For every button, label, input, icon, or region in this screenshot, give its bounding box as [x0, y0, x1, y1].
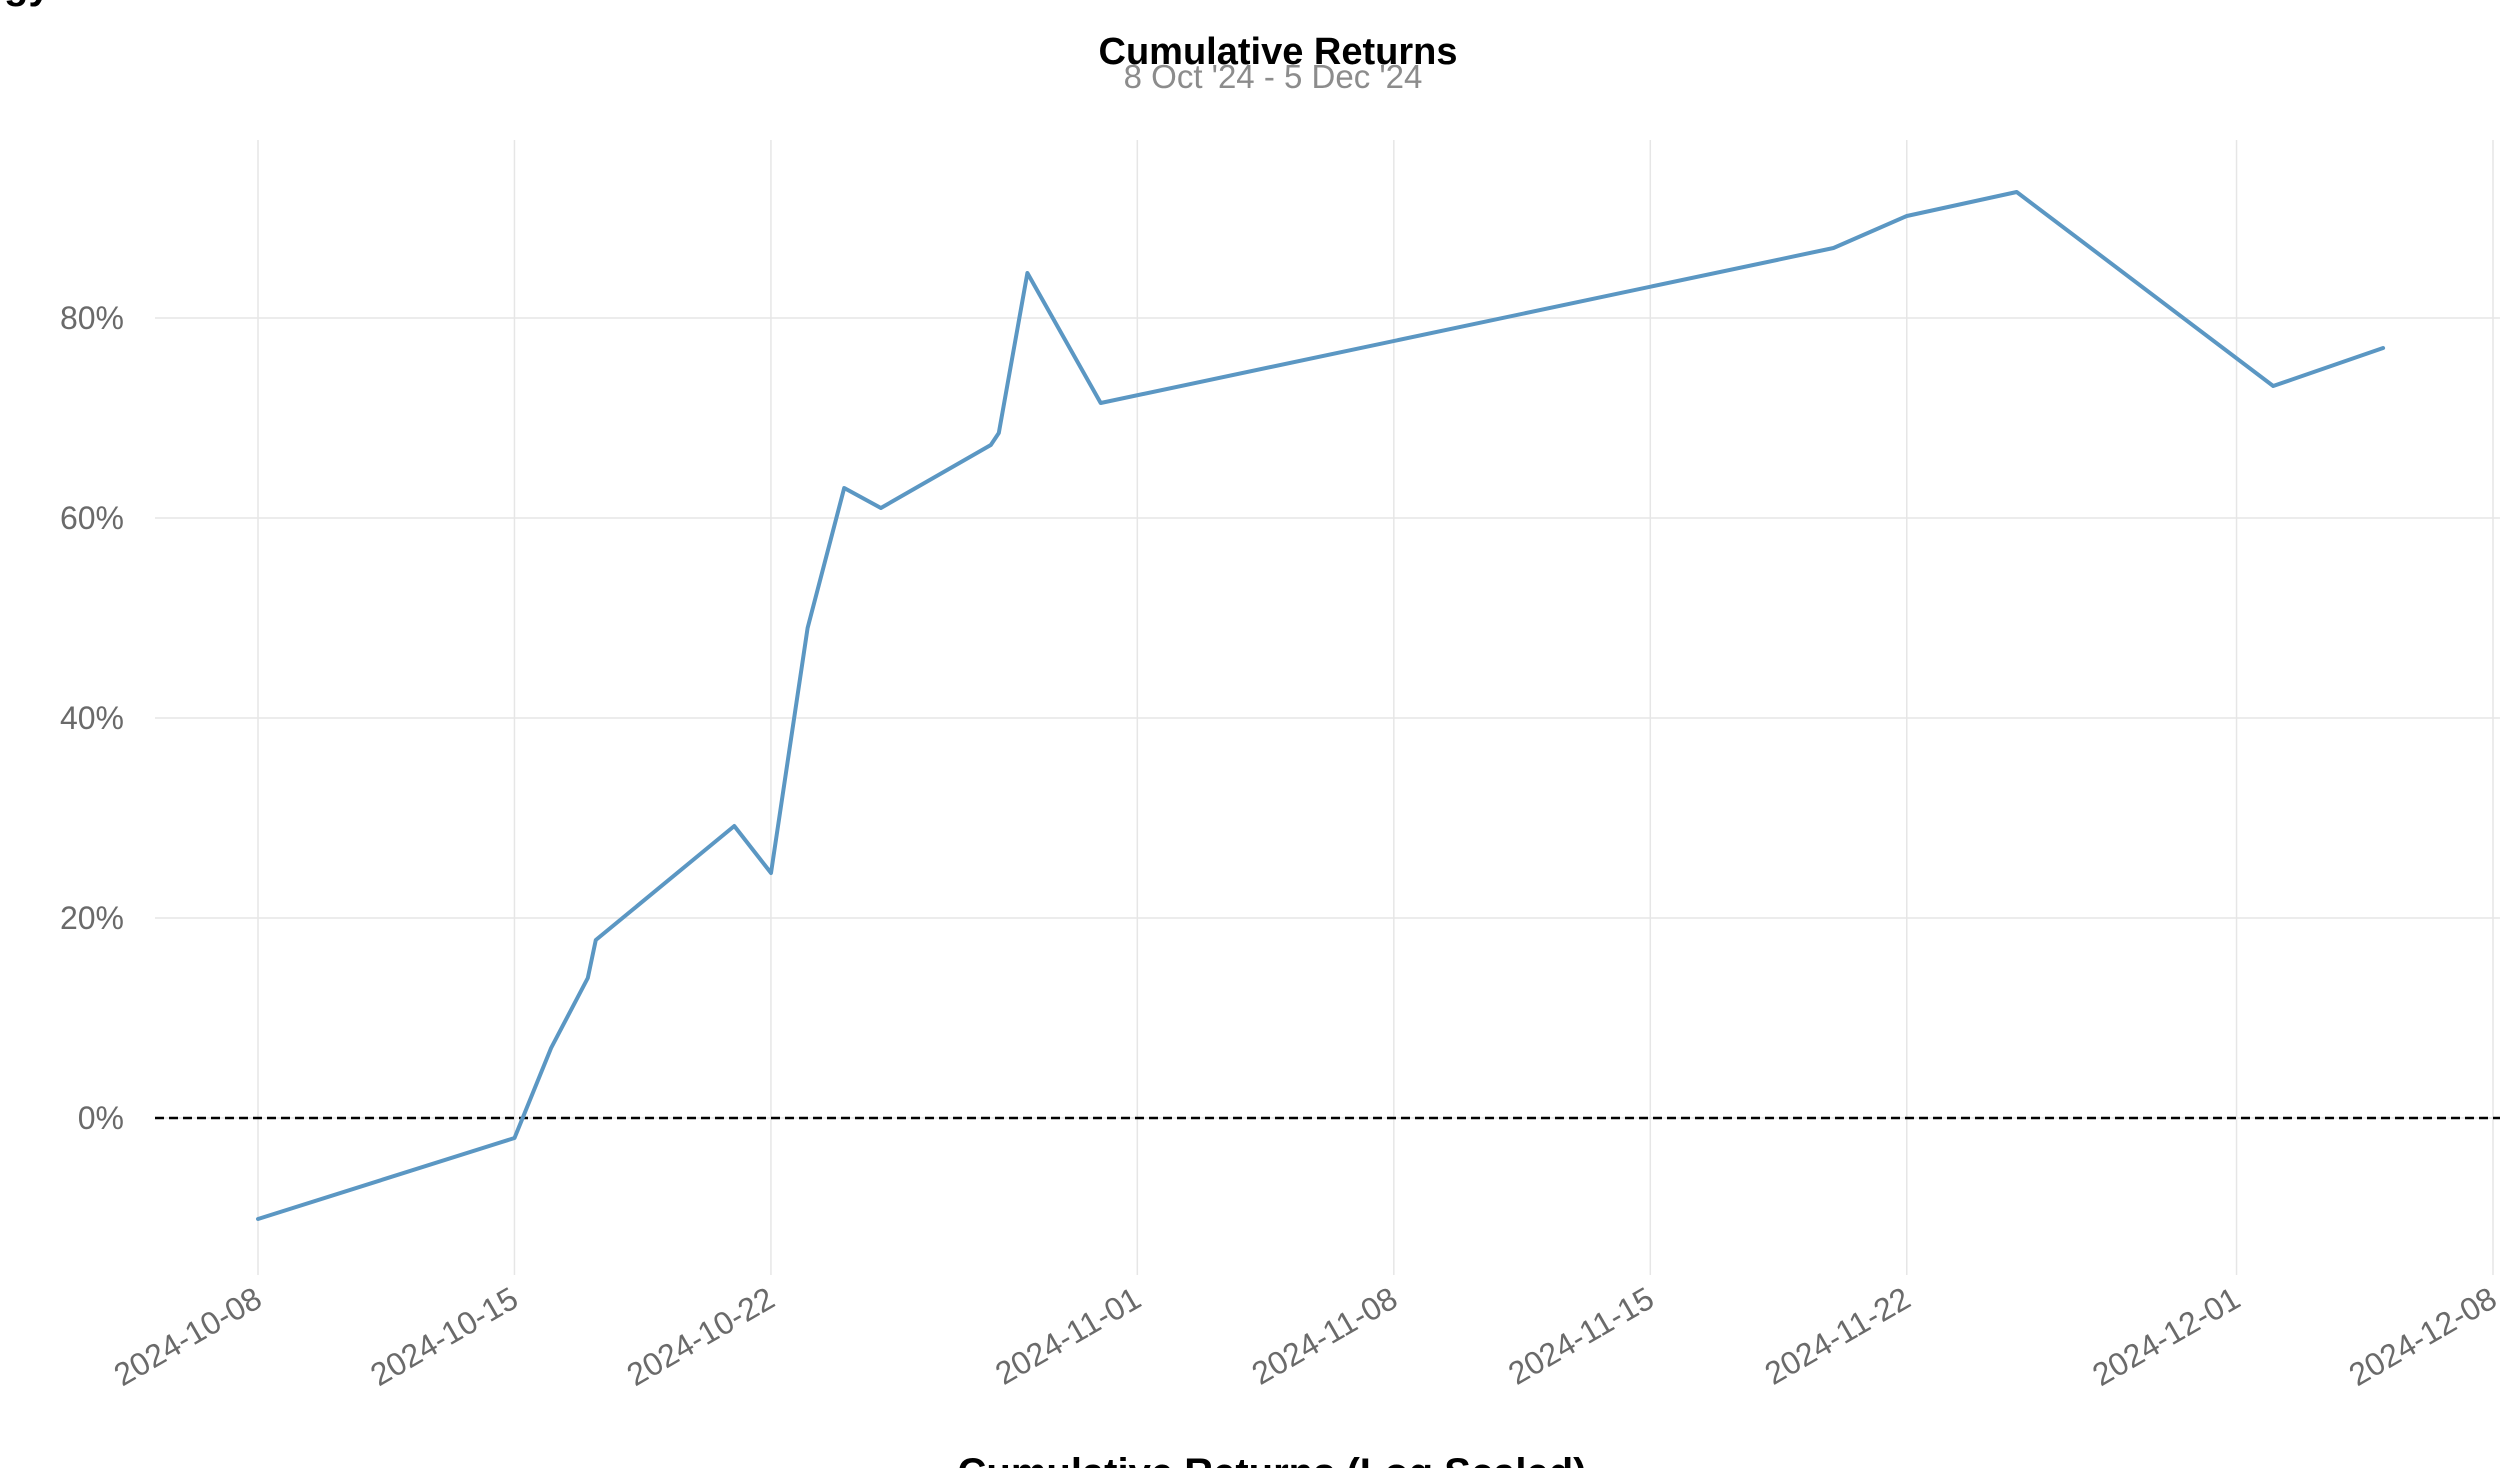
data-point	[549, 1046, 553, 1050]
x-tick-label: 2024-10-08	[108, 1280, 268, 1393]
y-tick-label: 80%	[60, 300, 124, 336]
x-tick-label: 2024-10-15	[364, 1280, 524, 1393]
x-tick-label: 2024-12-08	[2343, 1280, 2500, 1393]
y-tick-label: 0%	[78, 1100, 124, 1136]
data-point	[1099, 401, 1103, 405]
x-tick-label: 2024-11-15	[1502, 1280, 1660, 1392]
point-layer	[256, 190, 2385, 1221]
data-point	[1831, 246, 1835, 250]
x-tick-label: 2024-10-22	[621, 1280, 781, 1393]
data-point	[842, 486, 846, 490]
grid-layer	[155, 140, 2500, 1275]
bottom-cutoff-text: Cumulative Returns (Log Scaled)	[958, 1451, 1587, 1468]
top-cutoff-text: gy	[4, 0, 51, 7]
x-tick-label: 2024-11-22	[1759, 1280, 1917, 1392]
y-tick-label: 40%	[60, 700, 124, 736]
data-point	[732, 824, 736, 828]
data-point	[806, 626, 810, 630]
data-point	[879, 506, 883, 510]
data-point	[256, 1217, 260, 1221]
x-tick-label: 2024-11-08	[1246, 1280, 1404, 1392]
y-tick-label: 60%	[60, 500, 124, 536]
data-point	[1025, 271, 1029, 275]
axis-layer: 0% 20% 40% 60% 80% 2024-10-08 2024-10-15 2024-1…	[60, 300, 2500, 1393]
data-point	[594, 938, 598, 942]
data-point	[586, 976, 590, 980]
data-point	[997, 431, 1001, 435]
y-tick-label: 20%	[60, 900, 124, 936]
series-line	[256, 190, 2386, 1221]
chart-subtitle: 8 Oct '24 - 5 Dec '24	[1124, 58, 1423, 95]
data-point	[989, 443, 993, 447]
chart-title: Cumulative Returns	[1099, 31, 1458, 73]
data-point	[2015, 190, 2019, 194]
data-point	[2381, 346, 2385, 350]
data-point	[769, 871, 773, 875]
x-tick-label: 2024-11-01	[989, 1280, 1147, 1392]
x-tick-label: 2024-12-01	[2086, 1280, 2246, 1393]
data-point	[1905, 214, 1909, 218]
data-point	[2271, 384, 2275, 388]
data-point	[512, 1136, 516, 1140]
